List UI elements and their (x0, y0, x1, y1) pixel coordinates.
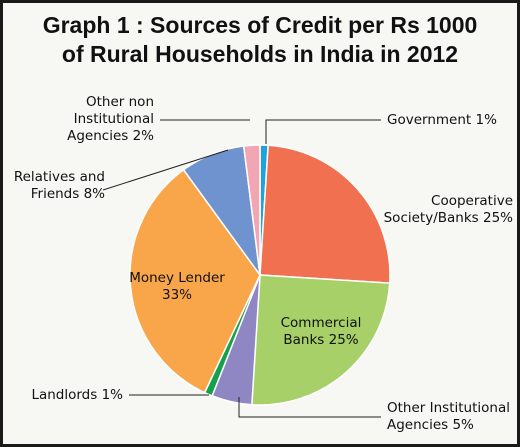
chart-title-line-2: of Rural Households in India in 2012 (61, 41, 459, 67)
slice-label: Cooperative Society/Banks 25% (384, 193, 514, 226)
slice-label-line: Other Institutional (387, 400, 510, 416)
slice-label-line: Friends 8% (31, 186, 105, 202)
slice-label-line: Banks 25% (283, 332, 358, 348)
slice-label: Other non Institutional Agencies 2% (67, 94, 154, 144)
leader-line (265, 119, 381, 144)
leader-line (238, 397, 381, 418)
slice-label-line: Money Lender (129, 270, 225, 286)
pie-slice (251, 274, 391, 406)
slice-label: Government 1% (387, 112, 497, 128)
slice-label-line: Other non (86, 94, 154, 110)
slice-label-line: Institutional (74, 111, 154, 127)
slice-label-line: Cooperative (431, 193, 513, 209)
leader-line (102, 149, 229, 191)
chart-title: Graph 1 : Sources of Credit per Rs 1000 … (3, 11, 517, 69)
slice-label-line: Agencies 2% (67, 128, 154, 144)
pie-slice (242, 144, 261, 276)
slice-label-line: Agencies 5% (387, 417, 474, 433)
slice-label: Relatives and Friends 8% (14, 169, 105, 202)
slice-label: Commercial Banks 25% (281, 315, 362, 348)
slice-label: Other Institutional Agencies 5% (387, 400, 510, 433)
slice-label: Landlords 1% (31, 387, 123, 403)
slice-label-line: Relatives and (14, 169, 105, 185)
slice-label-line: Landlords 1% (31, 387, 123, 403)
slice-label-line: Commercial (281, 315, 362, 331)
slice-label-line: 33% (162, 287, 192, 303)
slice-label: Money Lender 33% (129, 270, 225, 303)
slice-label-line: Society/Banks 25% (384, 210, 514, 226)
pie-slice (259, 144, 391, 284)
chart-title-line-1: Graph 1 : Sources of Credit per Rs 1000 (42, 12, 478, 38)
pie-chart: Government 1% Cooperative Society/Banks 25… (14, 94, 514, 433)
slice-label-line: Government 1% (387, 112, 497, 128)
pie-slice (129, 168, 261, 394)
